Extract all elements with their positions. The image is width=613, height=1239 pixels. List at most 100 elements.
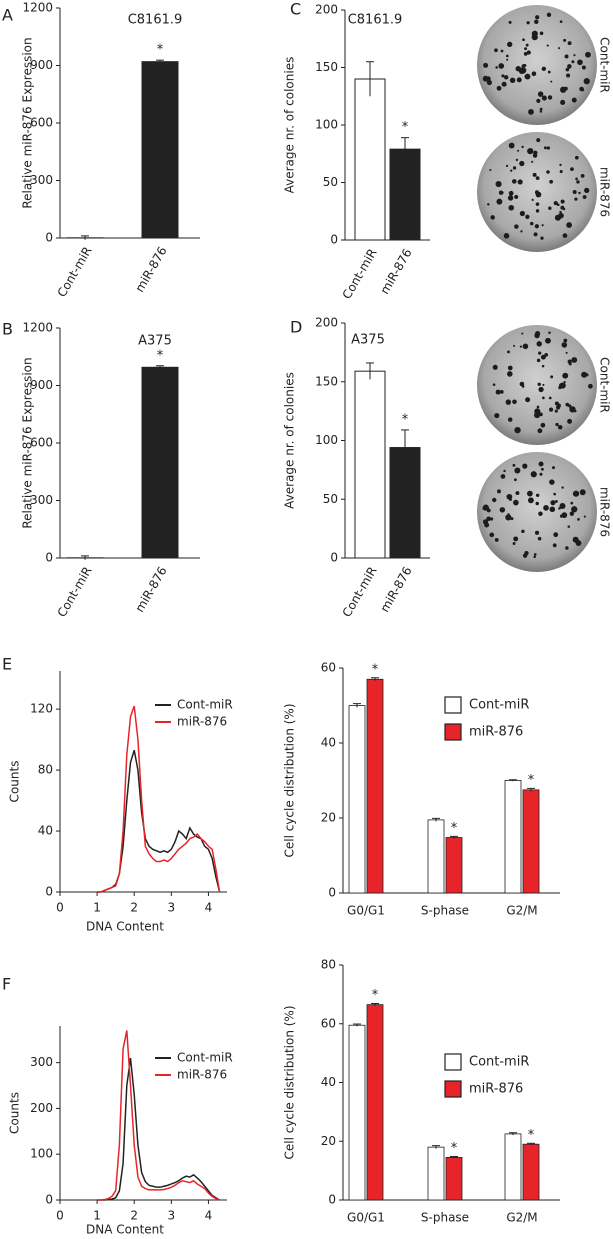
colony [501, 81, 507, 87]
colony [513, 536, 519, 542]
y-axis-label: Counts [8, 1092, 22, 1134]
colony [569, 511, 575, 516]
colony [503, 469, 506, 473]
colony [549, 479, 555, 485]
colony [530, 471, 537, 478]
x-tick-label: S-phase [421, 1211, 469, 1225]
colony [565, 546, 569, 550]
colony [507, 350, 510, 354]
colony [517, 179, 523, 185]
colony [572, 490, 580, 497]
colony [557, 424, 563, 430]
bar [389, 447, 421, 559]
y-tick-label: 20 [321, 811, 336, 825]
x-tick-label: Cont-miR [340, 564, 380, 619]
x-tick-label: 3 [168, 1209, 176, 1223]
colony [539, 472, 543, 476]
legend-swatch [444, 1053, 462, 1071]
y-tick-label: 40 [321, 1075, 336, 1089]
colony [561, 486, 564, 489]
colony [559, 169, 563, 174]
colony [538, 511, 543, 517]
significance-mark: * [451, 821, 458, 836]
significance-mark: * [372, 988, 379, 1003]
colony [535, 493, 540, 497]
colony [489, 168, 492, 172]
y-tick-label: 300 [30, 1055, 53, 1069]
legend-label: Cont-miR [469, 1055, 529, 1070]
colony [524, 550, 529, 556]
colony [514, 426, 521, 434]
y-axis-label: Average nr. of colonies [283, 372, 297, 509]
colony [508, 204, 515, 211]
colony [551, 466, 556, 470]
y-tick-label: 200 [315, 3, 338, 17]
colony [545, 337, 551, 344]
colony [494, 48, 498, 53]
bar [348, 705, 366, 894]
colony [521, 332, 524, 335]
y-tick-label: 0 [45, 231, 53, 245]
colony [519, 210, 525, 217]
colony [508, 20, 512, 24]
x-tick-label: Cont-miR [55, 564, 95, 619]
colony [567, 64, 572, 69]
y-tick-label: 0 [45, 551, 53, 565]
colony [567, 359, 572, 364]
significance-mark: * [451, 1141, 458, 1156]
colony [500, 49, 504, 53]
y-tick-label: 40 [38, 824, 53, 838]
colony [536, 138, 541, 143]
colony [547, 70, 551, 74]
colony [522, 343, 529, 350]
y-tick-label: 50 [323, 175, 338, 189]
colony [567, 525, 571, 528]
x-tick-label: miR-876 [377, 246, 414, 296]
colony [563, 38, 567, 42]
legend-label: miR-876 [469, 725, 523, 740]
colony [506, 58, 509, 61]
colony [514, 224, 519, 229]
colony [559, 382, 566, 389]
colony [531, 160, 534, 163]
colony [541, 364, 545, 368]
x-tick-label: G2/M [506, 1211, 537, 1225]
colony [525, 214, 530, 219]
colony [514, 194, 519, 200]
colony [558, 47, 561, 50]
colony [520, 230, 523, 233]
histogram-line [97, 1030, 220, 1201]
legend-label: miR-876 [177, 715, 227, 729]
x-tick-label: 4 [205, 901, 213, 915]
colony [492, 364, 498, 370]
colony [560, 199, 565, 204]
colony [533, 553, 537, 556]
panel-letter: C [290, 0, 301, 19]
colony [535, 209, 540, 213]
colony [539, 31, 544, 36]
y-axis-label: Relative miR-876 Expression [21, 357, 35, 528]
colony [494, 412, 500, 419]
colony [543, 146, 547, 150]
colony [509, 498, 512, 502]
colony [585, 373, 589, 377]
colony [536, 405, 540, 409]
colony [515, 65, 522, 72]
colony [573, 54, 576, 57]
colony [583, 78, 590, 85]
colony [585, 51, 591, 58]
panel-letter: D [290, 318, 302, 337]
x-tick-label: G0/G1 [347, 904, 385, 918]
colony [540, 236, 544, 240]
colony [519, 345, 522, 348]
colony [510, 169, 513, 172]
colony [546, 12, 552, 17]
x-tick-label: 2 [130, 901, 138, 915]
colony [549, 179, 554, 184]
colony [536, 341, 542, 347]
colony [548, 331, 551, 334]
bar [445, 837, 463, 894]
bar [354, 78, 386, 241]
colony [539, 107, 543, 111]
y-tick-label: 120 [30, 702, 53, 716]
